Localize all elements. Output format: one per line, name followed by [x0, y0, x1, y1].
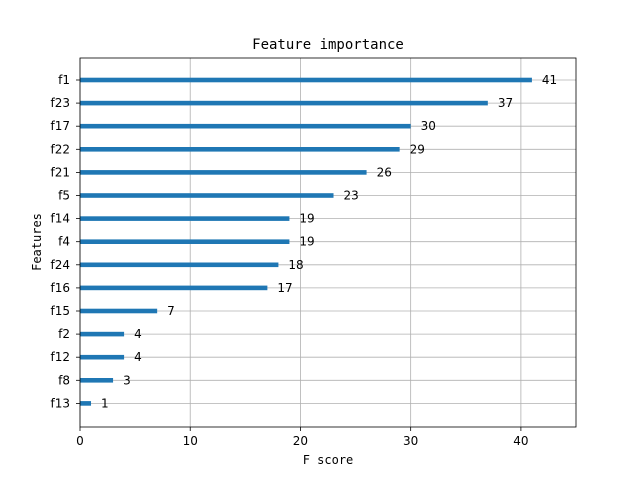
bar-f2: [80, 331, 125, 337]
bar-f23: [80, 100, 488, 106]
x-tick-label: 0: [76, 434, 84, 448]
y-tick-label-f12: f12: [51, 350, 71, 364]
x-tick-label: 30: [403, 434, 418, 448]
x-axis-label: F score: [303, 453, 354, 467]
bar-f13: [80, 401, 92, 406]
x-tick-label: 20: [293, 434, 308, 448]
data-label-f5: 23: [344, 189, 359, 203]
bar-f5: [80, 193, 334, 198]
y-axis-ticks: f1 f23 f17 f22 f21 f5 f14 f4 f24 f16 f15 f2 f12 f8 f13: [51, 73, 80, 410]
data-label-f4: 19: [299, 235, 314, 249]
y-tick-label-f4: f4: [58, 235, 70, 249]
y-tick-label-f16: f16: [51, 281, 71, 295]
data-label-f2: 4: [134, 327, 142, 341]
chart-title: Feature importance: [252, 37, 404, 53]
plot-frame: [79, 57, 577, 428]
y-tick-label-f24: f24: [51, 258, 71, 272]
data-label-f12: 4: [134, 350, 142, 364]
bar-f21: [80, 170, 367, 175]
y-tick-label-f1: f1: [58, 73, 70, 87]
y-tick-label-f22: f22: [51, 142, 71, 156]
bar-f22: [80, 147, 400, 152]
y-tick-label-f14: f14: [51, 212, 71, 226]
bar-f14: [80, 216, 290, 221]
bar-f12: [80, 354, 125, 360]
data-label-f14: 19: [299, 212, 314, 226]
data-label-f1: 41: [542, 73, 557, 87]
bar-f24: [80, 262, 279, 268]
data-label-f13: 1: [101, 396, 109, 410]
y-tick-label-f5: f5: [58, 189, 70, 203]
y-axis-label: Features: [30, 213, 44, 271]
y-tick-label-f23: f23: [51, 96, 71, 110]
y-tick-label-f15: f15: [51, 304, 71, 318]
y-tick-label-f21: f21: [51, 165, 71, 179]
data-label-f22: 29: [410, 142, 425, 156]
x-tick-label: 40: [513, 434, 528, 448]
y-tick-label-f13: f13: [51, 396, 71, 410]
bar-f4: [80, 239, 290, 244]
data-label-f24: 18: [288, 258, 303, 272]
data-label-f16: 17: [277, 281, 292, 295]
bars: [80, 77, 532, 406]
data-label-f8: 3: [123, 373, 131, 387]
data-label-f23: 37: [498, 96, 513, 110]
bar-f8: [80, 378, 114, 383]
data-label-f17: 30: [421, 119, 436, 133]
x-axis-ticks: 0 10 20 30 40: [76, 427, 529, 448]
x-tick-label: 10: [183, 434, 198, 448]
bar-f15: [80, 308, 158, 314]
data-label-f15: 7: [167, 304, 175, 318]
bar-f17: [80, 123, 411, 129]
bar-f1: [80, 77, 532, 83]
y-tick-label-f17: f17: [51, 119, 71, 133]
bar-f16: [80, 285, 268, 291]
y-tick-label-f2: f2: [58, 327, 70, 341]
y-tick-label-f8: f8: [58, 373, 70, 387]
data-label-f21: 26: [377, 165, 392, 179]
